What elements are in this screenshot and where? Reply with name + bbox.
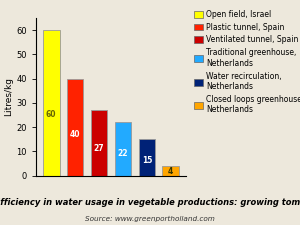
- Text: Source: www.greenportholland.com: Source: www.greenportholland.com: [85, 216, 215, 222]
- Bar: [115, 122, 131, 176]
- Bar: [43, 30, 60, 176]
- Text: 22: 22: [118, 148, 128, 157]
- Text: 60: 60: [46, 110, 56, 119]
- Text: Fig.  Efficiency in water usage in vegetable productions: growing tomatoes.: Fig. Efficiency in water usage in vegeta…: [0, 198, 300, 207]
- Text: 4: 4: [168, 167, 173, 176]
- Bar: [91, 110, 107, 176]
- Y-axis label: Litres/kg: Litres/kg: [4, 77, 14, 116]
- Bar: [67, 79, 83, 176]
- Text: 27: 27: [94, 144, 104, 153]
- Text: 40: 40: [70, 130, 80, 139]
- Legend: Open field, Israel, Plastic tunnel, Spain, Ventilated tunnel, Spain, Traditional: Open field, Israel, Plastic tunnel, Spai…: [193, 8, 300, 116]
- Text: 15: 15: [142, 156, 152, 165]
- Bar: [139, 139, 155, 176]
- Bar: [162, 166, 179, 176]
